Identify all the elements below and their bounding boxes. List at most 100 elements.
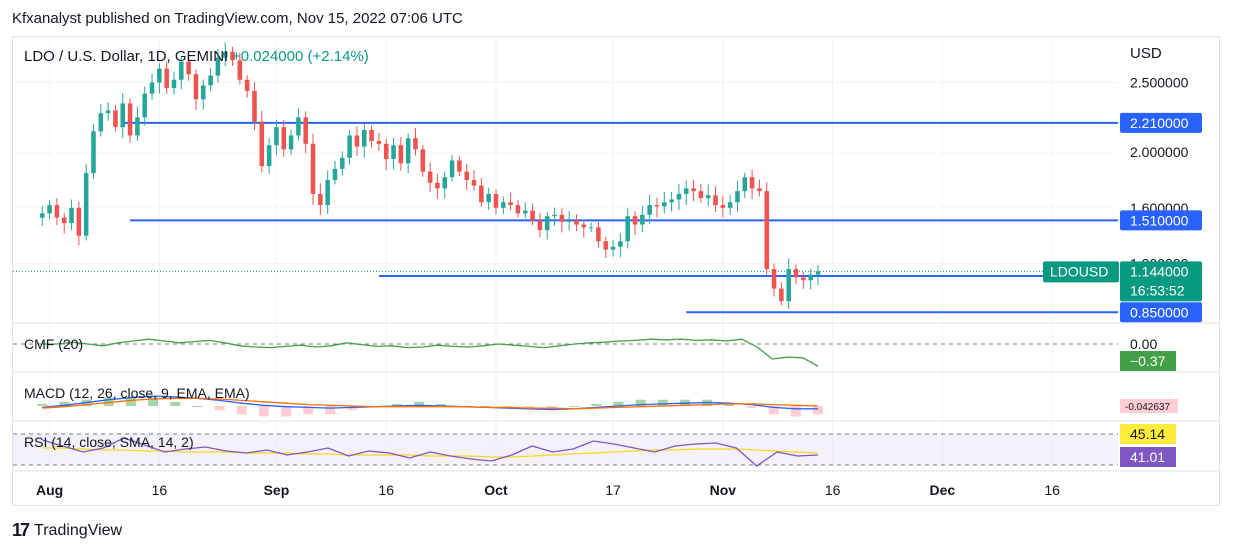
candle-body [530, 210, 535, 221]
y-tick-label: 2.000000 [1130, 144, 1189, 160]
candle-body [654, 205, 660, 207]
candle-body [786, 269, 791, 302]
candle [471, 169, 477, 191]
candle-body [632, 216, 638, 225]
candle-body [808, 274, 813, 281]
candle [749, 169, 755, 200]
candle-body [720, 205, 726, 208]
candle [764, 182, 770, 275]
candle-body [398, 145, 404, 164]
candle [698, 183, 704, 203]
rsi-ma-value-bg [1120, 447, 1176, 467]
x-tick-label: 17 [605, 482, 621, 498]
candle [325, 170, 330, 214]
ticker-badge-bg [1043, 261, 1119, 283]
candle [742, 172, 748, 198]
x-tick-label: 16 [378, 482, 394, 498]
candle [574, 214, 579, 232]
candle-body [676, 193, 682, 200]
candle-body [310, 143, 316, 194]
candle-body [340, 157, 345, 169]
cmf-title: CMF (20) [24, 336, 83, 352]
candle-body [625, 216, 630, 242]
y-tick-label: 2.500000 [1130, 75, 1189, 91]
candle [552, 207, 557, 226]
candle [537, 212, 543, 238]
candle [361, 123, 367, 158]
candle [581, 219, 587, 238]
candle-body [230, 51, 235, 61]
brand-name: TradingView [34, 521, 123, 539]
candle-body [296, 117, 301, 136]
x-tick-label: Dec [930, 482, 956, 498]
candle-body [157, 68, 162, 83]
candle-body [515, 205, 521, 214]
symbol-title: LDO / U.S. Dollar, 1D, GEMINI [24, 48, 228, 65]
x-tick-label: 16 [152, 482, 168, 498]
indicator-panes: 0.00−0.37 -0.042637 45.14 41.01 [13, 336, 1178, 467]
candle-body [325, 180, 330, 206]
candle-body [691, 188, 696, 192]
candle [427, 162, 433, 192]
macd-histogram-bar [414, 401, 425, 406]
macd-histogram-bar [125, 397, 136, 406]
candle-body [486, 193, 491, 203]
candle [383, 139, 389, 171]
chart-frame [12, 36, 1220, 506]
candle [310, 133, 316, 205]
candle [354, 126, 360, 156]
cmf-line [42, 338, 819, 367]
candle [186, 55, 191, 81]
candle [405, 133, 411, 173]
candle [786, 258, 791, 309]
candle [179, 56, 184, 90]
candle-body [376, 141, 382, 144]
candle-body [764, 191, 770, 270]
candle-body [610, 246, 616, 250]
candle [515, 199, 521, 218]
macd-histogram-bar [303, 406, 314, 415]
currency-label: USD [1130, 45, 1162, 62]
candle-body [69, 207, 74, 224]
candle-body [76, 207, 82, 236]
candle [47, 200, 52, 220]
candle [318, 183, 323, 216]
macd-histogram-bar [812, 406, 823, 415]
grid [13, 38, 1220, 472]
candle [149, 73, 155, 100]
candle-body [186, 61, 191, 75]
candle-body [369, 129, 374, 142]
macd-histogram-bar [613, 401, 624, 406]
level-label: 1.510000 [1130, 212, 1189, 228]
candle [413, 127, 418, 156]
rsi-line [42, 437, 818, 467]
cmf-value-label: −0.37 [1130, 353, 1166, 369]
candle [259, 110, 265, 173]
candle [200, 79, 206, 110]
candle-body [508, 202, 513, 206]
candle [252, 81, 257, 131]
cmf-zero-label: 0.00 [1130, 336, 1157, 352]
candle-body [479, 185, 484, 203]
candle [215, 49, 221, 83]
candle [193, 69, 199, 110]
publish-line: Kfxanalyst published on TradingView.com,… [12, 10, 463, 27]
candle-body [237, 60, 243, 80]
candle [486, 187, 491, 210]
macd-histogram-bar [214, 406, 225, 411]
ticker-badge: LDOUSD [1050, 263, 1108, 279]
candle [464, 163, 469, 190]
candle [603, 236, 609, 258]
candle [522, 202, 528, 219]
candle [435, 174, 440, 199]
candle-body [120, 103, 126, 128]
candle [157, 63, 162, 94]
candle [566, 211, 572, 231]
candle [457, 155, 462, 176]
cmf-value-bg [1120, 351, 1176, 371]
footer: 17 TradingView [12, 520, 122, 541]
candle-body [135, 117, 140, 136]
candle [640, 206, 645, 233]
candle [720, 195, 726, 218]
